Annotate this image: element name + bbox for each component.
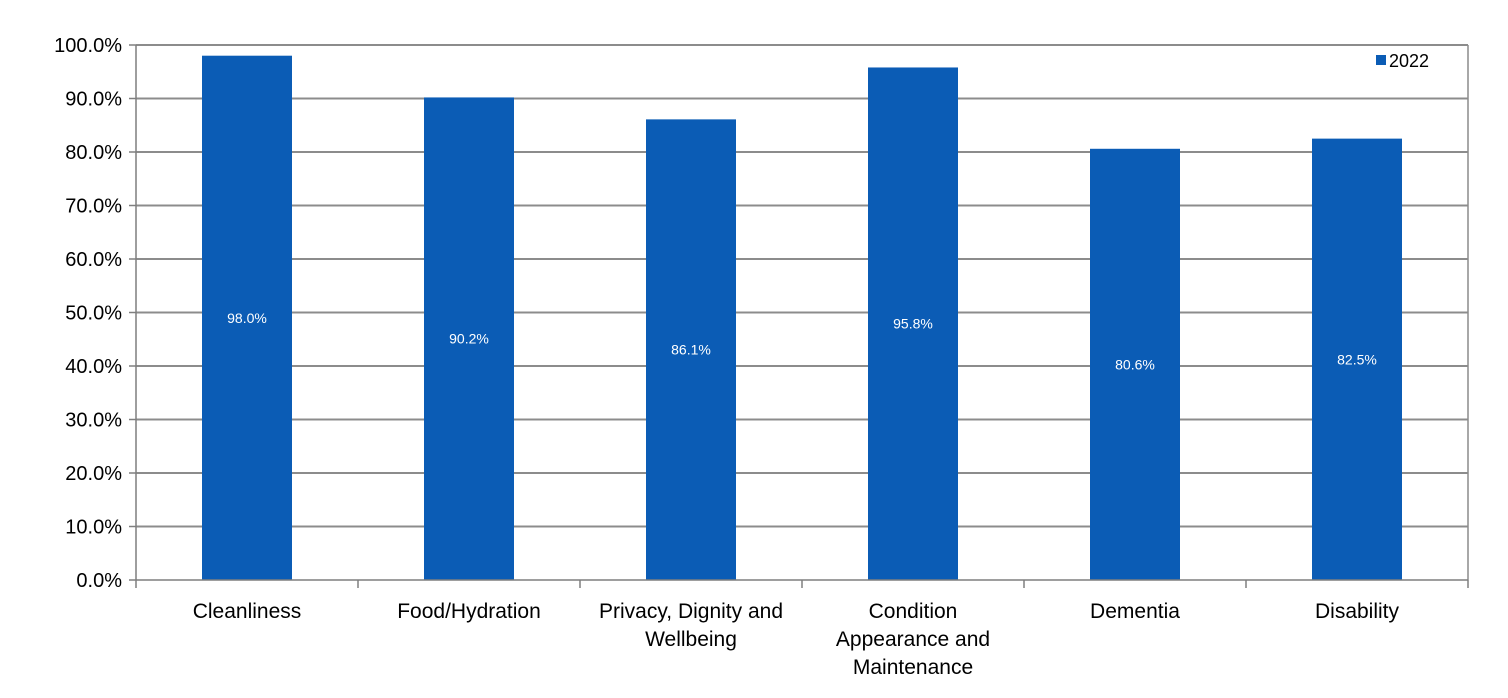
- x-tick-label: Disability: [1315, 600, 1400, 623]
- bar-condition: [868, 67, 958, 581]
- bar-privacy-dignity-and: [646, 119, 736, 581]
- data-label: 86.1%: [671, 342, 711, 358]
- data-label: 95.8%: [893, 316, 933, 332]
- x-tick-label: Appearance and: [836, 628, 990, 651]
- axes: 0.0% 10.0% 20.0% 30.0% 40.0% 50.0% 60.0% 70.0% 8…: [54, 35, 1469, 679]
- bar-cleanliness: [202, 55, 292, 580]
- x-tick-label: Food/Hydration: [397, 600, 541, 623]
- y-tick-label: 10.0%: [65, 517, 122, 539]
- legend: 2022: [1376, 51, 1429, 71]
- legend-label: 2022: [1389, 51, 1429, 71]
- x-tick-label: Cleanliness: [193, 600, 302, 623]
- data-label: 80.6%: [1115, 356, 1155, 372]
- y-tick-label: 70.0%: [65, 196, 122, 218]
- data-label: 82.5%: [1337, 351, 1377, 367]
- x-tick-label: Condition: [869, 600, 958, 623]
- x-tick-label: Privacy, Dignity and: [599, 600, 783, 623]
- gridlines: [136, 44, 1469, 580]
- y-tick-label: 0.0%: [76, 570, 122, 592]
- bar-disability: [1312, 138, 1402, 580]
- y-tick-label: 100.0%: [54, 35, 122, 57]
- data-labels: 98.0% 90.2% 86.1% 95.8% 80.6% 82.5%: [227, 310, 1377, 373]
- legend-swatch: [1376, 55, 1386, 65]
- y-tick-label: 40.0%: [65, 356, 122, 378]
- y-tick-label: 30.0%: [65, 410, 122, 432]
- x-tick-label: Dementia: [1090, 600, 1180, 623]
- y-tick-label: 20.0%: [65, 463, 122, 485]
- x-tick-label: Wellbeing: [645, 628, 737, 651]
- data-label: 90.2%: [449, 331, 489, 347]
- y-tick-label: 80.0%: [65, 142, 122, 164]
- bar-food-hydration: [424, 97, 514, 581]
- y-tick-label: 50.0%: [65, 303, 122, 325]
- y-tick-label: 60.0%: [65, 249, 122, 271]
- bars: [202, 55, 1402, 581]
- bar-dementia: [1090, 148, 1180, 581]
- data-label: 98.0%: [227, 310, 267, 326]
- y-tick-label: 90.0%: [65, 89, 122, 111]
- x-tick-label: Maintenance: [853, 656, 973, 679]
